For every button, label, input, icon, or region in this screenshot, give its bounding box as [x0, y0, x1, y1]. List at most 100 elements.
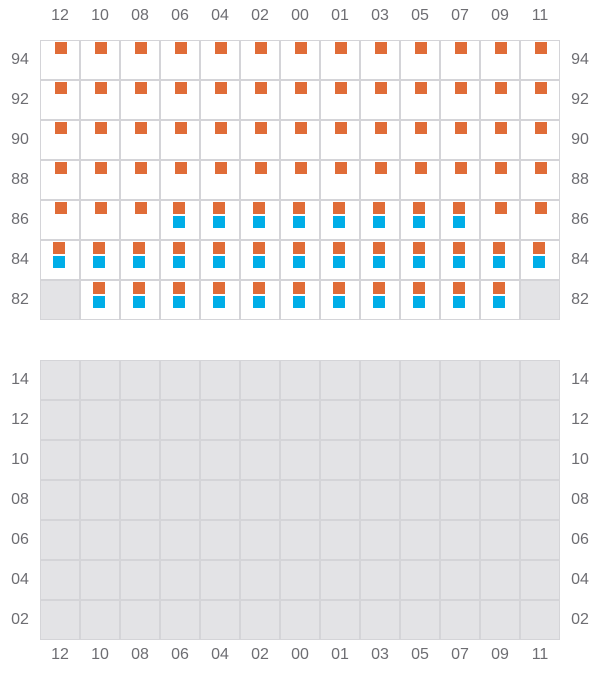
slot-cell[interactable] — [361, 201, 399, 239]
slot-cell[interactable] — [521, 241, 559, 279]
slot-cell[interactable] — [161, 81, 199, 119]
orange-marker — [373, 202, 385, 214]
slot-cell[interactable] — [481, 201, 519, 239]
slot-cell[interactable] — [361, 41, 399, 79]
slot-cell[interactable] — [361, 281, 399, 319]
slot-cell[interactable] — [521, 81, 559, 119]
slot-cell[interactable] — [321, 121, 359, 159]
slot-cell[interactable] — [481, 121, 519, 159]
slot-cell[interactable] — [521, 161, 559, 199]
slot-cell[interactable] — [481, 241, 519, 279]
slot-cell[interactable] — [401, 121, 439, 159]
slot-cell[interactable] — [41, 41, 79, 79]
column-label: 07 — [451, 646, 469, 663]
slot-cell[interactable] — [121, 201, 159, 239]
slot-cell[interactable] — [401, 201, 439, 239]
slot-cell[interactable] — [201, 281, 239, 319]
slot-cell[interactable] — [121, 81, 159, 119]
slot-cell[interactable] — [241, 281, 279, 319]
slot-cell[interactable] — [281, 81, 319, 119]
slot-cell[interactable] — [81, 201, 119, 239]
slot-cell[interactable] — [201, 81, 239, 119]
slot-cell[interactable] — [81, 41, 119, 79]
slot-cell[interactable] — [161, 41, 199, 79]
slot-cell — [41, 521, 79, 559]
row-label: 94 — [11, 51, 29, 68]
slot-cell[interactable] — [441, 241, 479, 279]
slot-cell[interactable] — [121, 281, 159, 319]
slot-cell[interactable] — [321, 241, 359, 279]
slot-cell[interactable] — [401, 41, 439, 79]
slot-cell[interactable] — [401, 241, 439, 279]
slot-cell[interactable] — [521, 201, 559, 239]
slot-cell[interactable] — [321, 281, 359, 319]
slot-cell[interactable] — [441, 161, 479, 199]
blue-marker — [413, 256, 425, 268]
slot-cell[interactable] — [241, 161, 279, 199]
slot-cell[interactable] — [521, 41, 559, 79]
slot-cell[interactable] — [241, 81, 279, 119]
slot-cell[interactable] — [361, 241, 399, 279]
slot-cell[interactable] — [281, 241, 319, 279]
slot-cell[interactable] — [201, 201, 239, 239]
slot-cell[interactable] — [281, 41, 319, 79]
slot-cell[interactable] — [161, 121, 199, 159]
slot-cell[interactable] — [361, 121, 399, 159]
slot-cell[interactable] — [201, 121, 239, 159]
slot-cell[interactable] — [201, 161, 239, 199]
slot-cell[interactable] — [201, 41, 239, 79]
slot-cell[interactable] — [121, 121, 159, 159]
slot-cell[interactable] — [41, 161, 79, 199]
slot-cell[interactable] — [241, 201, 279, 239]
slot-cell[interactable] — [401, 81, 439, 119]
slot-cell[interactable] — [161, 201, 199, 239]
slot-cell[interactable] — [161, 281, 199, 319]
slot-cell[interactable] — [441, 281, 479, 319]
slot-cell[interactable] — [81, 241, 119, 279]
slot-cell[interactable] — [81, 161, 119, 199]
orange-marker — [295, 82, 307, 94]
slot-cell[interactable] — [161, 161, 199, 199]
slot-cell[interactable] — [281, 201, 319, 239]
slot-cell[interactable] — [81, 281, 119, 319]
slot-cell[interactable] — [401, 281, 439, 319]
slot-cell[interactable] — [441, 81, 479, 119]
slot-cell[interactable] — [121, 241, 159, 279]
slot-cell[interactable] — [401, 161, 439, 199]
slot-cell[interactable] — [481, 81, 519, 119]
slot-cell[interactable] — [441, 41, 479, 79]
slot-cell[interactable] — [241, 41, 279, 79]
slot-cell[interactable] — [481, 41, 519, 79]
column-label: 12 — [51, 7, 69, 24]
slot-cell[interactable] — [201, 241, 239, 279]
slot-cell[interactable] — [41, 201, 79, 239]
slot-cell[interactable] — [361, 81, 399, 119]
slot-cell[interactable] — [41, 81, 79, 119]
slot-cell[interactable] — [281, 161, 319, 199]
slot-cell[interactable] — [281, 121, 319, 159]
slot-cell[interactable] — [81, 81, 119, 119]
slot-cell[interactable] — [441, 201, 479, 239]
row-label: 88 — [571, 171, 589, 188]
slot-cell[interactable] — [321, 41, 359, 79]
slot-cell[interactable] — [241, 121, 279, 159]
slot-cell — [361, 521, 399, 559]
slot-cell[interactable] — [161, 241, 199, 279]
slot-cell[interactable] — [441, 121, 479, 159]
column-label: 02 — [251, 646, 269, 663]
slot-cell[interactable] — [41, 241, 79, 279]
slot-cell[interactable] — [361, 161, 399, 199]
slot-cell — [281, 561, 319, 599]
slot-cell[interactable] — [521, 121, 559, 159]
slot-cell[interactable] — [321, 161, 359, 199]
slot-cell[interactable] — [281, 281, 319, 319]
slot-cell[interactable] — [321, 81, 359, 119]
slot-cell[interactable] — [121, 41, 159, 79]
slot-cell[interactable] — [121, 161, 159, 199]
slot-cell[interactable] — [81, 121, 119, 159]
slot-cell[interactable] — [481, 161, 519, 199]
slot-cell[interactable] — [241, 241, 279, 279]
slot-cell[interactable] — [481, 281, 519, 319]
slot-cell[interactable] — [41, 121, 79, 159]
slot-cell[interactable] — [321, 201, 359, 239]
